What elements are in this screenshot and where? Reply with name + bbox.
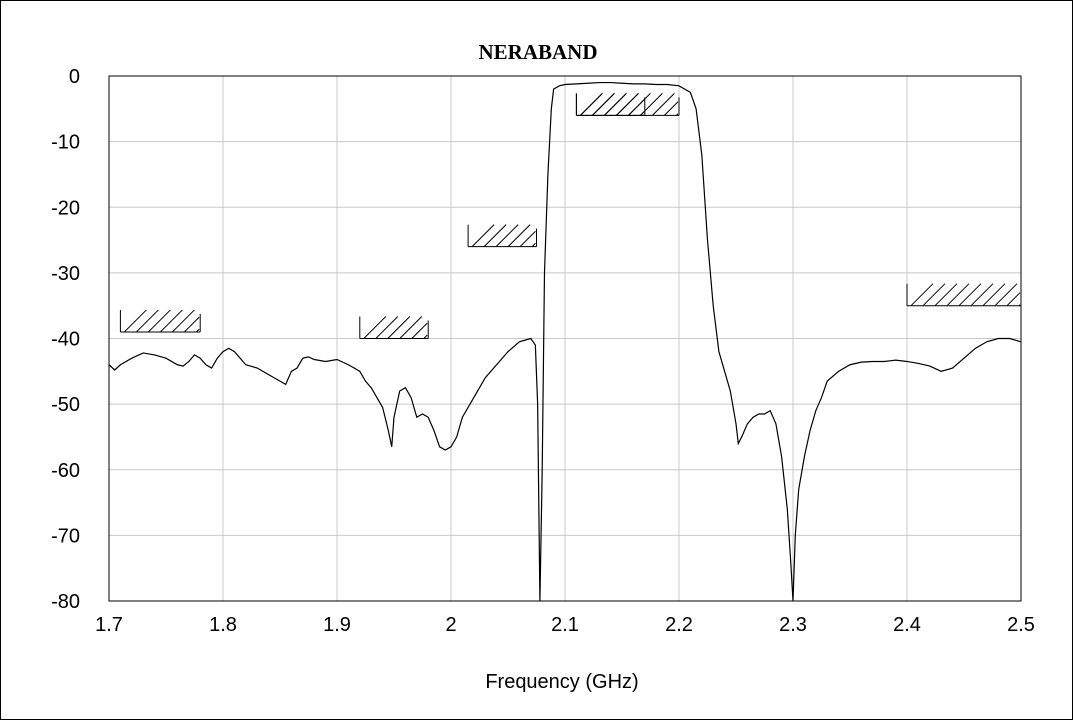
y-tick-label: -30 bbox=[51, 263, 80, 285]
x-tick-label: 2.3 bbox=[779, 614, 807, 636]
y-tick-label: -60 bbox=[51, 460, 80, 482]
plot-border bbox=[108, 75, 1022, 602]
y-tick-label: -80 bbox=[51, 591, 80, 613]
x-tick-labels: 1.7 1.8 1.9 2 2.1 2.2 2.3 2.4 2.5 bbox=[95, 614, 1035, 636]
x-axis-label: Frequency (GHz) bbox=[485, 671, 638, 693]
x-tick-label: 2.4 bbox=[893, 614, 921, 636]
mask-band bbox=[467, 224, 537, 248]
x-tick-label: 2.5 bbox=[1007, 614, 1035, 636]
y-tick-labels: 0 -10 -20 -30 -40 -50 -60 -70 -80 bbox=[51, 66, 80, 613]
y-tick-label: -20 bbox=[51, 197, 80, 219]
y-tick-label: -10 bbox=[51, 132, 80, 154]
mask-band bbox=[119, 309, 201, 333]
y-tick-label: -70 bbox=[51, 525, 80, 547]
x-tick-label: 2.2 bbox=[665, 614, 693, 636]
x-tick-label: 1.8 bbox=[209, 614, 237, 636]
mask-band bbox=[575, 93, 680, 116]
x-tick-label: 2.1 bbox=[551, 614, 579, 636]
y-tick-label: -50 bbox=[51, 394, 80, 416]
chart-title: NERABAND bbox=[478, 40, 597, 64]
mask-band bbox=[359, 316, 429, 339]
x-tick-label: 2 bbox=[445, 614, 456, 636]
x-tick-label: 1.9 bbox=[323, 614, 351, 636]
mask-bands bbox=[119, 93, 1022, 339]
y-tick-label: -40 bbox=[51, 329, 80, 351]
y-tick-label: 0 bbox=[69, 66, 80, 88]
x-tick-label: 1.7 bbox=[95, 614, 123, 636]
